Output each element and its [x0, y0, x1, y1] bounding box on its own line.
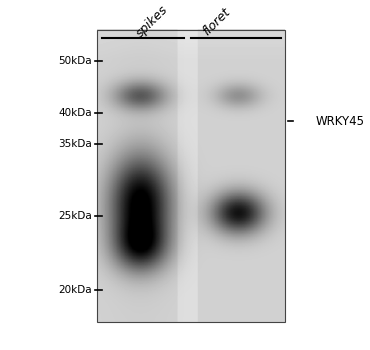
Text: floret: floret: [201, 6, 233, 38]
Text: spikes: spikes: [134, 3, 171, 40]
Text: 40kDa: 40kDa: [58, 108, 92, 118]
Text: 35kDa: 35kDa: [58, 139, 92, 149]
Text: 25kDa: 25kDa: [58, 211, 92, 221]
Text: 20kDa: 20kDa: [58, 286, 92, 295]
Text: 50kDa: 50kDa: [58, 56, 92, 66]
Text: WRKY45: WRKY45: [315, 114, 364, 127]
